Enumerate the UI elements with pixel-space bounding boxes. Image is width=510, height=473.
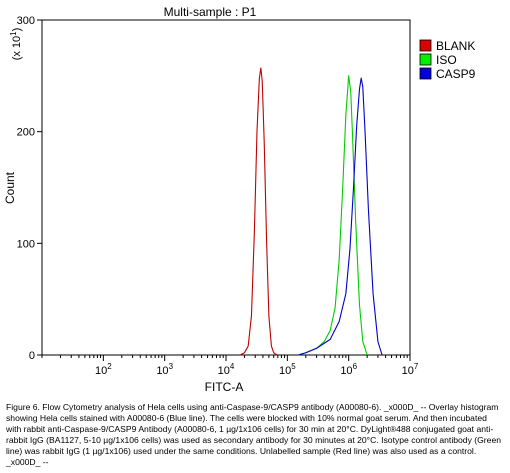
x-tick-label: 104	[218, 362, 235, 377]
legend-swatch-blank	[419, 39, 432, 52]
legend-swatch-casp9	[419, 67, 432, 80]
y-tick-label: 200	[17, 127, 35, 139]
series-line-casp9	[297, 77, 383, 356]
legend-label-blank: BLANK	[436, 39, 475, 53]
x-tick-label: 107	[402, 362, 419, 377]
series-line-blank	[239, 67, 278, 356]
plot-area: 0 100 200 300 102 103 104 105 106 107	[17, 15, 419, 377]
y-tick-label: 0	[29, 350, 35, 362]
y-multiplier-label: (x 101)	[9, 28, 23, 61]
x-tick-label: 103	[156, 362, 173, 377]
flow-cytometry-histogram: Multi-sample : P1 (x 101) Count FITC-A 0…	[3, 5, 476, 394]
legend-label-iso: ISO	[436, 53, 457, 67]
y-tick-label: 100	[17, 238, 35, 250]
figure-caption: Figure 6. Flow Cytometry analysis of Hel…	[6, 402, 502, 467]
x-tick-label: 102	[95, 362, 112, 377]
y-multiplier-base: (x 10	[11, 36, 23, 60]
chart-title: Multi-sample : P1	[164, 5, 257, 19]
legend-label-casp9: CASP9	[436, 67, 476, 81]
x-tick-label: 105	[279, 362, 296, 377]
y-tick-label: 300	[17, 15, 35, 27]
legend-swatch-iso	[419, 53, 432, 66]
y-axis-label: Count	[3, 171, 17, 204]
x-axis-label: FITC-A	[205, 380, 244, 394]
y-multiplier-exponent: 1	[9, 31, 18, 36]
series-line-iso	[297, 75, 368, 356]
x-tick-label: 106	[340, 362, 357, 377]
